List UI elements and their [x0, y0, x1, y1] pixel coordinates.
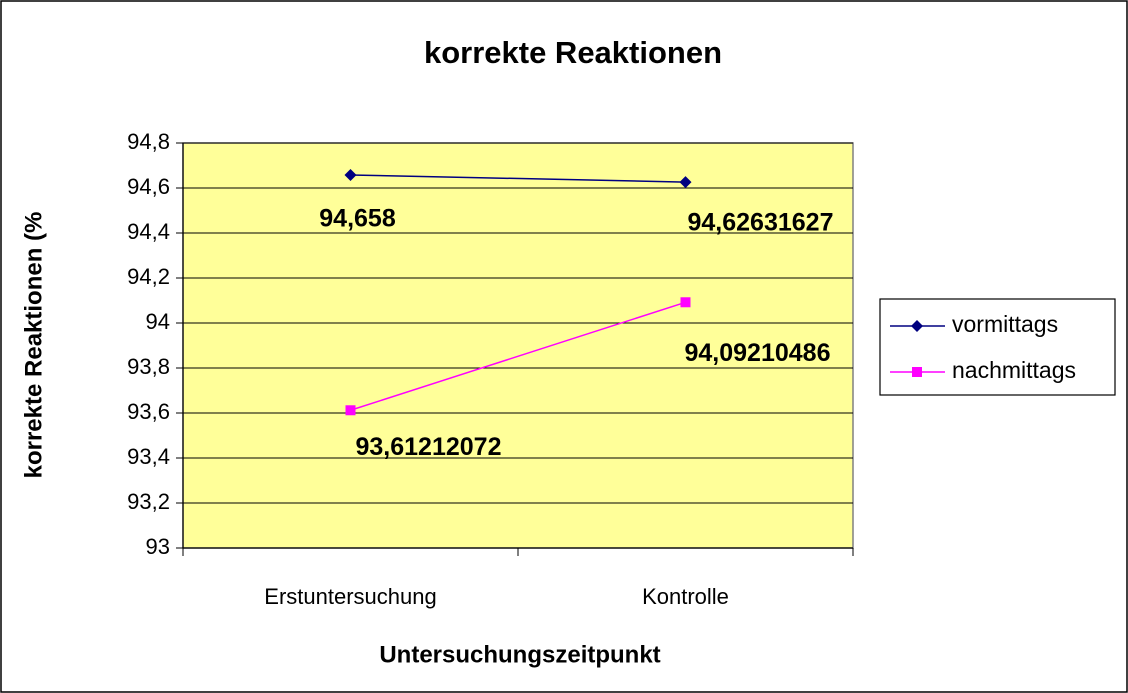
y-tick-label: 94,2: [127, 264, 170, 289]
point: [680, 297, 691, 308]
point: [345, 405, 356, 416]
y-tick-label: 93,2: [127, 489, 170, 514]
y-tick-label: 94,6: [127, 174, 170, 199]
data-label: 94,62631627: [688, 209, 834, 237]
point: [912, 367, 922, 377]
legend: [879, 298, 1116, 396]
point: [344, 168, 357, 181]
y-tick-label: 94: [146, 309, 170, 334]
y-tick-label: 93,6: [127, 399, 170, 424]
y-tick-label: 94,4: [127, 219, 170, 244]
plot-area: [182, 142, 854, 549]
data-label: 94,658: [319, 205, 396, 233]
y-tick-label: 93: [146, 534, 170, 559]
data-label: 94,09210486: [685, 339, 831, 367]
chart-title: korrekte Reaktionen: [424, 35, 722, 70]
y-tick-label: 93,8: [127, 354, 170, 379]
x-axis-title: Untersuchungszeitpunkt: [379, 641, 660, 668]
x-tick-label: Erstuntersuchung: [264, 584, 436, 609]
y-tick-label: 94,8: [127, 129, 170, 154]
data-label: 93,61212072: [356, 433, 502, 461]
legend-label: vormittags: [952, 311, 1058, 337]
series-line: [350, 301, 686, 411]
legend-label: nachmittags: [952, 357, 1076, 383]
point: [679, 176, 692, 189]
y-tick-label: 93,4: [127, 444, 170, 469]
y-axis-title: korrekte Reaktionen (%: [20, 212, 47, 479]
point: [911, 320, 923, 332]
x-tick-label: Kontrolle: [642, 584, 729, 609]
series-line: [350, 174, 686, 183]
